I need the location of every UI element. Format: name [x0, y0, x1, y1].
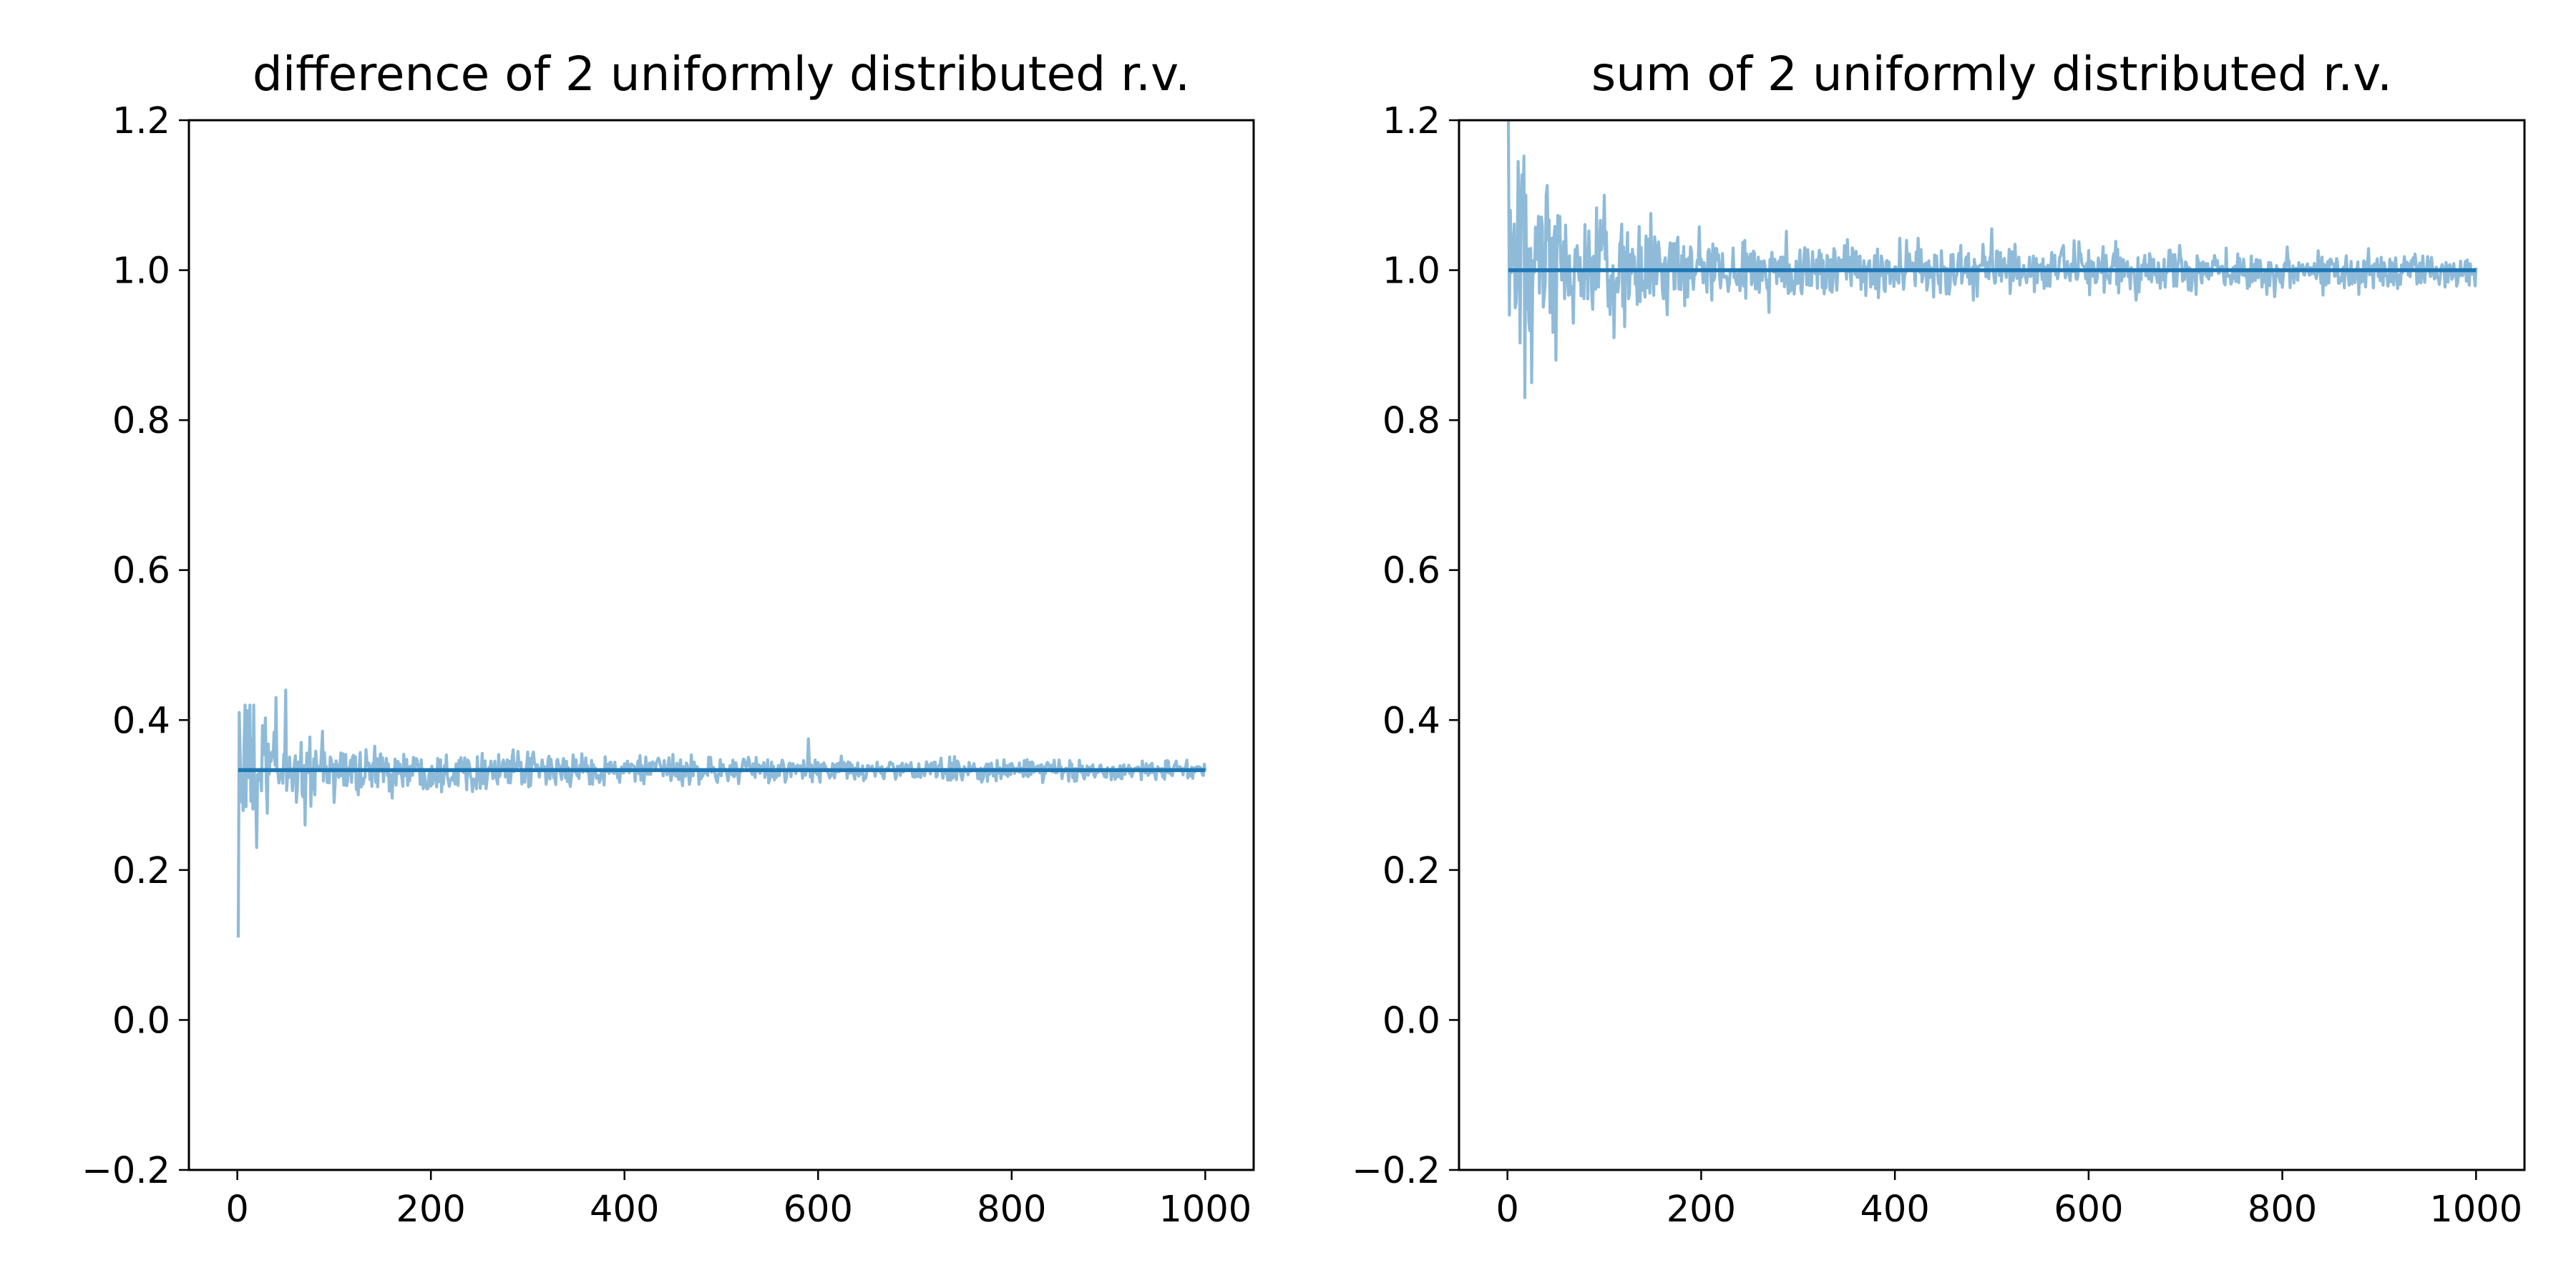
x-tick-label: 0 [1496, 1189, 1518, 1231]
y-tick-label: 1.2 [1382, 100, 1440, 142]
x-tick-label: 600 [784, 1189, 853, 1231]
y-tick-label: 0.4 [1382, 700, 1440, 742]
axes-frame [187, 119, 1255, 1171]
subplot-2: sum of 2 uniformly distributed r.v. 0 200 4… [1352, 47, 2526, 1231]
y-tick-label: 1.0 [112, 250, 170, 293]
plot-area [236, 688, 1207, 938]
y-tick-label: 1.0 [1382, 250, 1440, 293]
y-tick-label: 0.8 [112, 400, 170, 442]
subplot-1: difference of 2 uniformly distributed r.… [82, 47, 1255, 1231]
series-simulated-line [236, 688, 1207, 938]
y-tick-label: 0.8 [1382, 400, 1440, 442]
y-tick-label: 0.6 [112, 550, 170, 592]
y-tick-label: 0.4 [112, 700, 170, 742]
series-simulated-line [1506, 120, 2478, 399]
x-tick-label: 400 [590, 1189, 659, 1231]
y-tick-label: 0.0 [1382, 1000, 1440, 1042]
x-tick-label: 200 [396, 1189, 466, 1231]
y-tick-label: 0.6 [1382, 550, 1440, 592]
x-tick-label: 1000 [1158, 1189, 1252, 1231]
y-tick-label: 0.2 [112, 850, 170, 892]
x-tick-label: 600 [2054, 1189, 2123, 1231]
y-tick-label: −0.2 [82, 1150, 170, 1192]
y-tick-label: −0.2 [1352, 1150, 1440, 1192]
y-tick-label: 0.0 [112, 1000, 170, 1042]
x-tick-label: 800 [977, 1189, 1046, 1231]
y-tick-label: 1.2 [112, 100, 170, 142]
x-tick-label: 200 [1667, 1189, 1736, 1231]
x-tick-label: 800 [2248, 1189, 2317, 1231]
x-tick-label: 1000 [2429, 1189, 2522, 1231]
axes-frame [1458, 119, 2526, 1171]
y-tick-label: 0.2 [1382, 850, 1440, 892]
chart-title: sum of 2 uniformly distributed r.v. [1591, 47, 2392, 102]
plot-area [1506, 120, 2478, 399]
x-tick-label: 0 [225, 1189, 248, 1231]
x-tick-label: 400 [1860, 1189, 1929, 1231]
chart-title: difference of 2 uniformly distributed r.… [253, 47, 1190, 102]
